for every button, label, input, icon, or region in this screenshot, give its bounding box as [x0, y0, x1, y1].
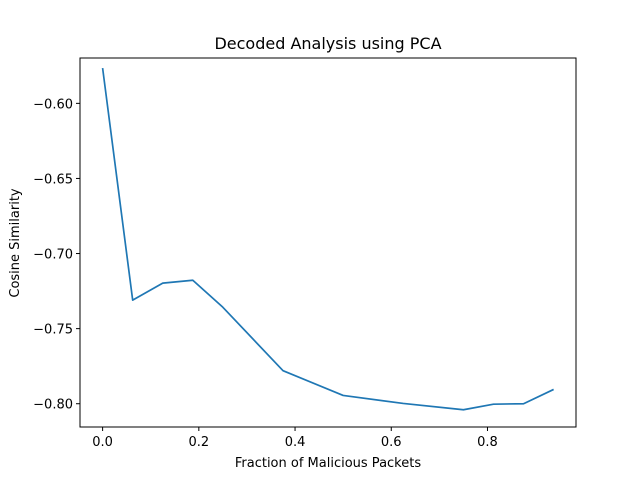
- series-line-0: [101, 67, 554, 411]
- x-tick-label: 0.8: [477, 435, 498, 450]
- x-tick-label: 0.4: [285, 435, 306, 450]
- x-axis: 0.0 0.2 0.4 0.6 0.8: [92, 427, 498, 450]
- y-tick-label: −0.75: [33, 323, 73, 338]
- plot-area: [101, 67, 554, 411]
- y-tick-label: −0.65: [33, 172, 73, 187]
- chart-title: Decoded Analysis using PCA: [214, 34, 441, 53]
- plot-frame: [79, 57, 577, 428]
- y-axis-label: Cosine Similarity: [8, 188, 23, 298]
- x-axis-label: Fraction of Malicious Packets: [235, 456, 421, 471]
- y-tick-label: −0.70: [33, 248, 73, 263]
- x-tick-label: 0.0: [92, 435, 113, 450]
- y-tick-label: −0.60: [33, 97, 73, 112]
- y-axis: −0.60 −0.65 −0.70 −0.75 −0.80: [33, 97, 80, 413]
- x-tick-label: 0.6: [381, 435, 402, 450]
- x-tick-label: 0.2: [188, 435, 209, 450]
- y-tick-label: −0.80: [33, 398, 73, 413]
